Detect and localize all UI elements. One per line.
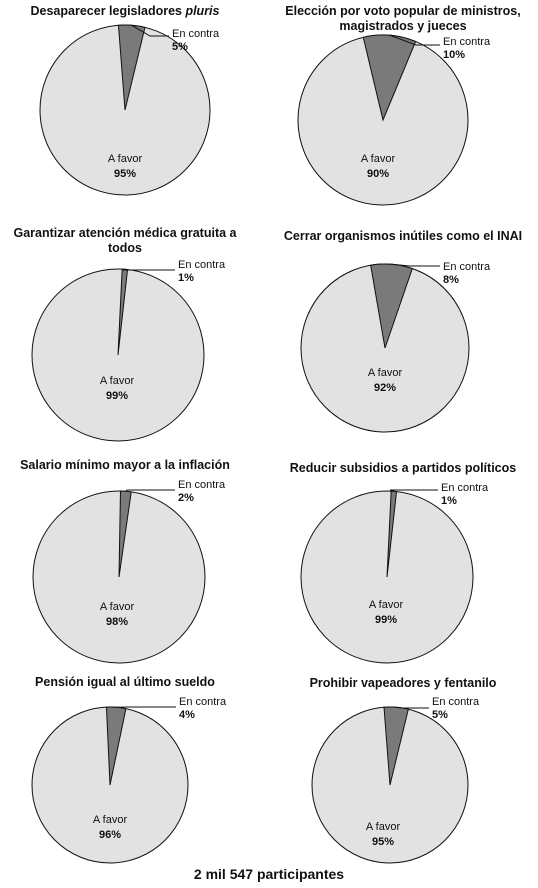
chart-title-text: Cerrar organismos inútiles como el INAI [283,229,523,243]
en-contra-text: En contra [443,36,491,48]
a-favor-text: A favor [107,153,143,165]
en-contra-text: En contra [432,696,480,708]
en-contra-text: En contra [443,261,491,273]
chart-title: Salario mínimo mayor a la inflación [0,458,250,473]
chart-title-text: Prohibir vapeadores y fentanilo [309,676,497,690]
leader-line [122,268,175,271]
a-favor-pct: 98% [105,616,129,628]
chart-title: Cerrar organismos inútiles como el INAI [268,229,538,244]
leader-line [389,34,440,46]
en-contra-pct: 10% [443,49,466,61]
en-contra-pct: 5% [172,41,188,53]
chart-title: Elección por voto popular de ministros, … [268,4,538,34]
chart-title: Garantizar atención médica gratuita a to… [0,226,250,256]
pie-slice-en-contra [118,490,132,578]
a-favor-pct: 96% [98,829,122,841]
en-contra-label: En contra 4% [179,696,226,722]
a-favor-text: A favor [99,375,135,387]
en-contra-text: En contra [178,259,226,271]
a-favor-text: A favor [365,821,401,833]
a-favor-pct: 95% [113,168,137,180]
leader-line [389,489,438,492]
en-contra-text: En contra [172,28,220,40]
a-favor-text: A favor [92,814,128,826]
a-favor-pct: 95% [371,836,395,848]
leader-line [131,24,169,37]
a-favor-label: A favor 95% [343,820,423,850]
a-favor-label: A favor 99% [77,374,157,404]
a-favor-label: A favor 95% [85,152,165,182]
a-favor-pct: 92% [373,382,397,394]
a-favor-pct: 99% [374,614,398,626]
a-favor-label: A favor 90% [338,152,418,182]
en-contra-label: En contra 8% [443,261,490,287]
pie-slice-en-contra [383,706,409,786]
chart-title-italic: pluris [185,4,220,18]
en-contra-text: En contra [441,482,489,494]
a-favor-label: A favor 92% [345,366,425,396]
pie-slice-en-contra [386,490,398,578]
participants-footer: 2 mil 547 participantes [193,866,345,882]
chart-title: Reducir subsidios a partidos políticos [268,461,538,476]
en-contra-label: En contra 1% [178,259,225,285]
en-contra-pct: 4% [179,709,195,721]
chart-title-text: Reducir subsidios a partidos políticos [289,461,517,475]
en-contra-pct: 2% [178,492,194,504]
en-contra-label: En contra 1% [441,482,488,508]
chart-title-text: Garantizar atención médica gratuita a to… [13,226,237,255]
leader-line [391,263,440,267]
chart-title-text: Elección por voto popular de ministros, … [285,4,521,33]
a-favor-text: A favor [99,601,135,613]
chart-title-text: Salario mínimo mayor a la inflación [20,458,230,472]
chart-title: Pensión igual al último sueldo [0,675,250,690]
en-contra-pct: 8% [443,274,459,286]
a-favor-pct: 90% [366,168,390,180]
en-contra-label: En contra 2% [178,479,225,505]
chart-title-text: Desaparecer legisladores [30,4,186,18]
en-contra-label: En contra 10% [443,36,490,62]
a-favor-label: A favor 96% [70,813,150,843]
chart-title-text: Pensión igual al último sueldo [35,675,215,689]
en-contra-pct: 1% [441,495,457,507]
a-favor-text: A favor [367,367,403,379]
leader-line [396,706,429,709]
a-favor-label: A favor 99% [346,598,426,628]
a-favor-label: A favor 98% [77,600,157,630]
en-contra-pct: 5% [432,709,448,721]
pie-slice-en-contra [105,706,127,786]
en-contra-text: En contra [178,479,226,491]
a-favor-pct: 99% [105,390,129,402]
en-contra-label: En contra 5% [432,696,479,722]
en-contra-text: En contra [179,696,227,708]
a-favor-text: A favor [368,599,404,611]
a-favor-text: A favor [360,153,396,165]
leader-line [125,489,175,492]
en-contra-pct: 1% [178,272,194,284]
chart-title: Prohibir vapeadores y fentanilo [268,676,538,691]
chart-title: Desaparecer legisladores pluris [0,4,250,19]
en-contra-label: En contra 5% [172,28,219,54]
